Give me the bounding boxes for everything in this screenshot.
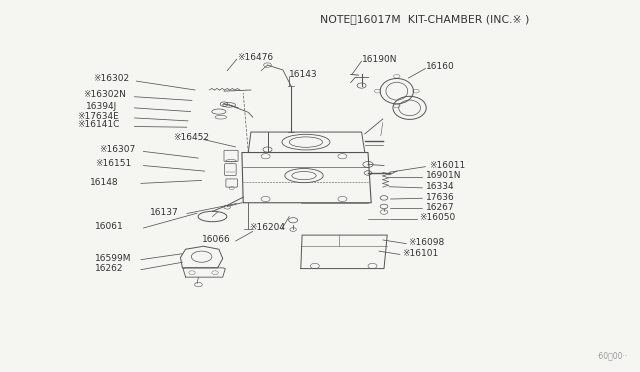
Text: 17636: 17636 [426,193,454,202]
Text: ※16204: ※16204 [250,223,285,232]
Text: 16267: 16267 [426,203,454,212]
Text: ※16476: ※16476 [237,53,273,62]
Text: 16394J: 16394J [86,102,118,110]
Text: ※16302: ※16302 [93,74,129,83]
Text: ·60：00··: ·60：00·· [596,351,627,360]
Text: NOTE；16017M  KIT-CHAMBER (INC.※ ): NOTE；16017M KIT-CHAMBER (INC.※ ) [320,14,529,24]
Text: ※17634E: ※17634E [77,112,118,121]
Text: ※16011: ※16011 [429,161,465,170]
Text: ※16050: ※16050 [419,213,456,222]
Text: ※16141C: ※16141C [77,120,119,129]
Text: ※16101: ※16101 [402,249,438,258]
Text: 16143: 16143 [289,70,318,79]
Text: 16599M: 16599M [95,254,131,263]
Text: ※16452: ※16452 [173,133,209,142]
Text: ※16302N: ※16302N [83,90,126,99]
Text: ※16307: ※16307 [99,145,136,154]
Text: 16066: 16066 [202,235,230,244]
Text: 16901N: 16901N [426,171,461,180]
Text: 16148: 16148 [90,178,118,187]
Text: 16061: 16061 [95,222,124,231]
Text: 16160: 16160 [426,62,454,71]
Text: ※16098: ※16098 [408,238,445,247]
Text: ※16151: ※16151 [95,159,131,168]
Text: 16262: 16262 [95,264,124,273]
Text: 16137: 16137 [150,208,179,217]
Text: 16334: 16334 [426,182,454,191]
Text: 16190N: 16190N [362,55,397,64]
